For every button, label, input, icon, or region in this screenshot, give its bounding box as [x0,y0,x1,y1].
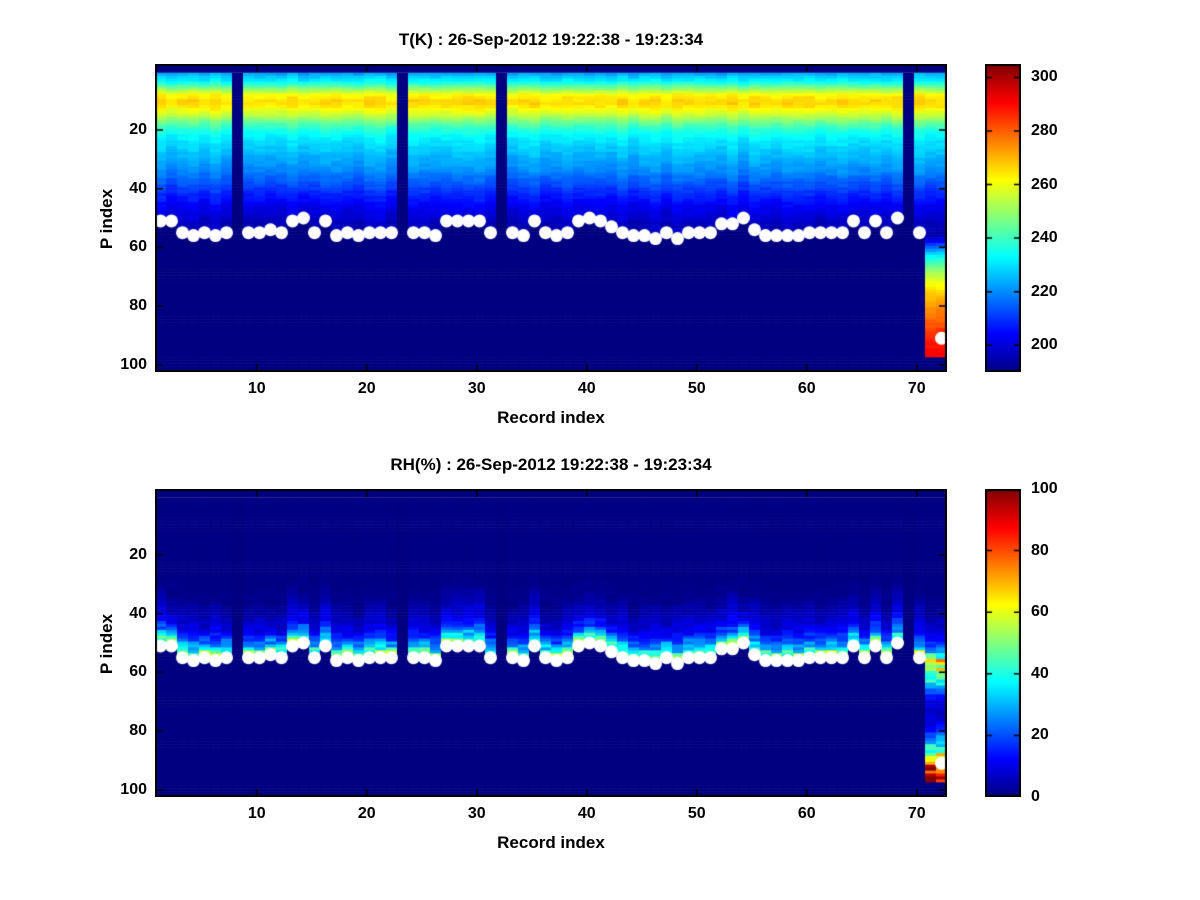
relative-humidity-colorbar-tick-40: 40 [1031,664,1049,682]
relative-humidity-colorbar-tick-0: 0 [1031,788,1040,805]
temperature-x-tick-50: 50 [687,380,706,397]
temperature-y-tick-60: 60 [129,238,147,256]
temperature-y-tick-40: 40 [129,179,147,197]
temperature-panel-title: T(K) : 26-Sep-2012 19:22:38 - 19:23:34 [398,30,704,49]
temperature-x-tick-10: 10 [247,380,266,397]
relative-humidity-x-tick-70: 70 [907,805,926,822]
temperature-colorbar-tick-220: 220 [1031,282,1058,300]
relative-humidity-x-tick-20: 20 [357,805,376,822]
temperature-x-tick-60: 60 [797,380,816,397]
relative-humidity-y-tick-60: 60 [129,663,147,681]
humidity-panel-title: RH(%) : 26-Sep-2012 19:22:38 - 19:23:34 [390,455,712,474]
temperature-y-tick-20: 20 [129,121,147,138]
temperature-heatmap [155,64,947,372]
relative-humidity-x-tick-40: 40 [577,805,596,822]
temperature-colorbar-tick-260: 260 [1031,175,1058,193]
relative-humidity-y-tick-100: 100 [120,780,147,798]
relative-humidity-x-tick-60: 60 [797,805,816,822]
humidity-x-axis-label: Record index [497,833,605,852]
relative-humidity-x-tick-10: 10 [247,805,266,822]
temperature-x-tick-70: 70 [907,380,926,397]
humidity-heatmap [155,489,947,797]
relative-humidity-colorbar-tick-100: 100 [1031,480,1058,497]
temperature-x-axis-label: Record index [497,408,605,427]
temperature-x-tick-30: 30 [467,380,486,397]
temperature-colorbar-tick-280: 280 [1031,121,1058,139]
relative-humidity-x-tick-30: 30 [467,805,486,822]
humidity-colorbar [985,489,1021,797]
humidity-y-axis-label: P index [97,613,116,675]
temperature-y-axis-label: P index [97,188,116,250]
relative-humidity-colorbar-tick-60: 60 [1031,603,1049,621]
relative-humidity-y-tick-80: 80 [129,722,147,739]
relative-humidity-colorbar-tick-80: 80 [1031,541,1049,559]
temperature-x-tick-40: 40 [577,380,596,397]
relative-humidity-y-tick-40: 40 [129,604,147,622]
temperature-colorbar [985,64,1021,372]
temperature-y-tick-80: 80 [129,297,147,314]
temperature-colorbar-tick-240: 240 [1031,229,1058,247]
temperature-colorbar-tick-200: 200 [1031,336,1058,354]
temperature-colorbar-tick-300: 300 [1031,68,1058,86]
temperature-x-tick-20: 20 [357,380,376,397]
relative-humidity-colorbar-tick-20: 20 [1031,726,1049,744]
relative-humidity-x-tick-50: 50 [687,805,706,822]
temperature-y-tick-100: 100 [120,355,147,373]
relative-humidity-y-tick-20: 20 [129,546,147,563]
